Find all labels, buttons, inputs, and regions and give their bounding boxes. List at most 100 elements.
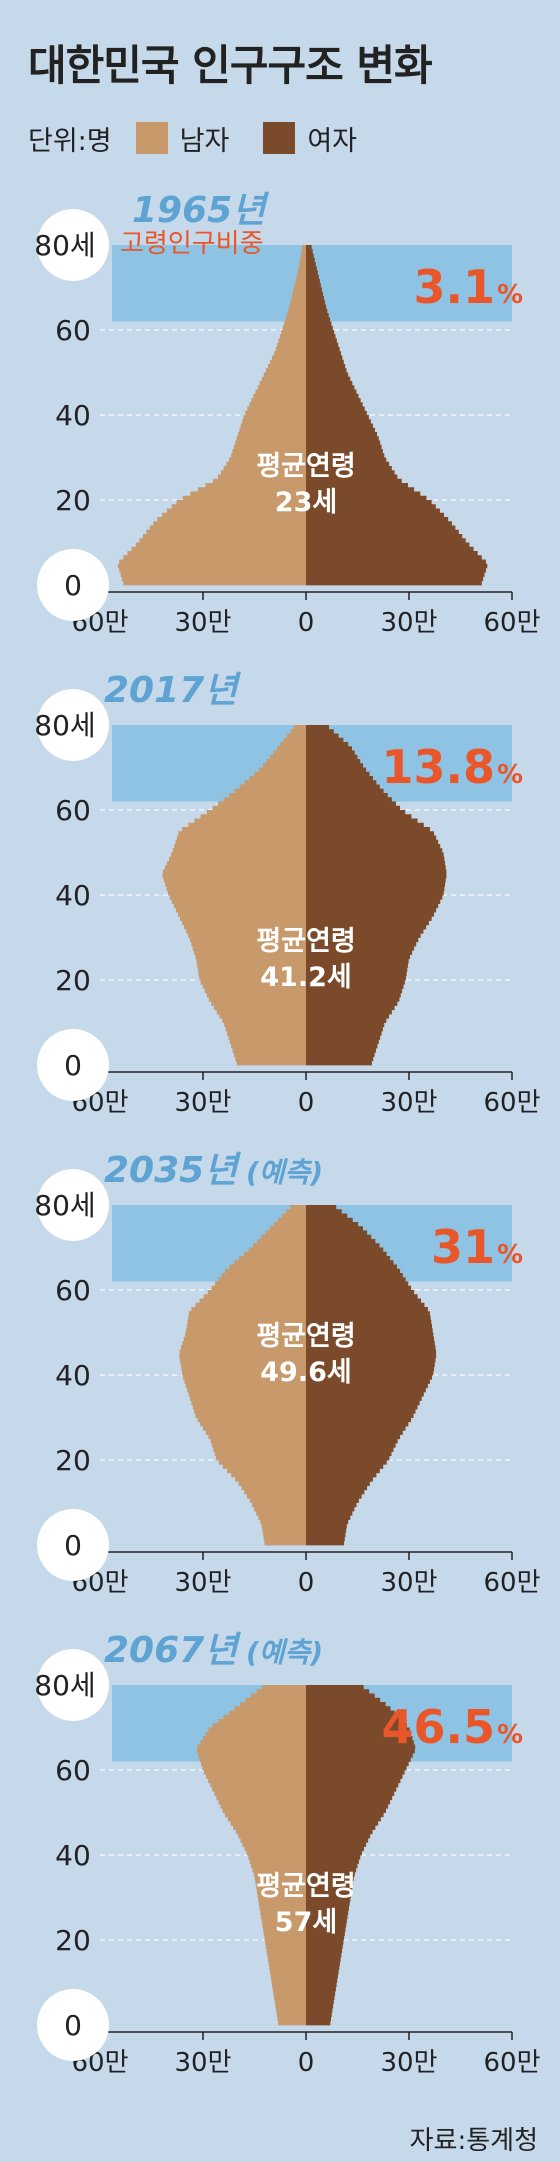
male-bar [189,937,306,943]
female-bar [306,555,482,560]
female-bar [306,1413,414,1418]
male-bar [131,546,306,552]
male-bar [218,1719,306,1724]
female-bar [306,1421,409,1427]
male-bar [233,1825,306,1830]
male-bar [226,461,306,467]
x-tick-label: 30만 [174,608,231,638]
male-bar [272,355,306,361]
male-bar [188,933,306,938]
female-bar [306,1982,337,1988]
male-bar [296,274,306,280]
female-bar [306,839,439,845]
female-bar [306,1447,394,1452]
male-bar [292,291,306,297]
female-bar [306,992,401,998]
y-tick-label: 80세 [34,1189,95,1222]
male-bar [297,270,306,276]
male-bar [175,907,306,913]
male-bar [269,1969,306,1975]
female-bar [306,1285,412,1291]
male-bar [190,491,306,497]
male-bar [239,427,306,433]
female-bar [306,1213,348,1219]
female-bar [306,1901,350,1907]
legend: 단위:명 남자 여자 [28,120,391,157]
male-bar [162,873,306,879]
y-tick-label: 0 [64,2009,82,2042]
male-bar [218,1277,306,1282]
male-bar [195,1302,306,1308]
y-tick-label: 60 [55,1274,91,1307]
elderly-share-value: 3.1 [414,260,496,314]
male-bar [261,376,306,382]
male-bar [188,1392,306,1397]
female-bar [306,308,328,314]
female-bar [306,746,353,751]
male-bar [256,1884,306,1890]
female-bar [306,1872,355,1877]
y-tick-label: 60 [55,794,91,827]
female-bar [306,1961,340,1966]
female-bar [306,1876,354,1881]
female-bar [306,1808,386,1813]
female-bar [306,1948,343,1954]
x-tick-label: 30만 [174,1568,231,1598]
female-bar [306,1719,403,1724]
female-bar [306,1880,354,1886]
y-tick-label: 0 [64,1529,82,1562]
female-bar [306,270,318,276]
female-bar [306,1693,375,1699]
female-bar [306,1481,370,1486]
male-bar [119,568,306,573]
female-bar [306,1897,351,1903]
male-bar [231,1472,306,1478]
male-bar [200,1761,306,1767]
female-bar [306,1782,399,1788]
female-bar [306,1443,396,1448]
male-bar [197,1417,306,1423]
female-bar [306,1842,367,1847]
female-bar [306,963,408,968]
male-bar [205,1731,306,1737]
y-tick-label: 60 [55,1754,91,1787]
projection-label: (예측) [246,1636,323,1669]
male-bar [266,759,306,764]
male-bar [194,950,306,955]
male-bar [273,750,306,756]
female-bar [306,512,445,518]
male-bar [265,1230,306,1236]
male-bar [231,1043,306,1049]
female-bar [306,449,383,454]
female-bar [306,971,407,977]
male-bar [290,729,306,734]
elderly-share-value: 31 [431,1220,495,1274]
male-bar [169,895,306,900]
female-bar [306,1787,397,1792]
male-bar [271,1978,306,1983]
y-tick-label: 20 [55,484,91,517]
male-bar [272,1982,306,1988]
female-bar [306,1009,392,1015]
female-bar [306,1974,338,1979]
female-bar [306,1850,362,1856]
male-bar [200,1421,306,1427]
female-bar [306,1336,435,1342]
female-bar [306,245,312,250]
male-bar [268,1961,306,1966]
male-bar [176,835,306,841]
male-bar [286,313,306,318]
male-bar [186,1324,306,1329]
female-bar [306,784,380,790]
male-bar [183,1375,306,1380]
male-bar [204,988,306,994]
male-bar [230,1821,306,1826]
male-bar [233,1052,306,1057]
male-bar [117,563,306,569]
female-bar [306,1498,359,1503]
female-bar [306,1532,346,1537]
female-bar [306,924,427,930]
male-bar [223,797,306,802]
female-bar [306,368,347,373]
